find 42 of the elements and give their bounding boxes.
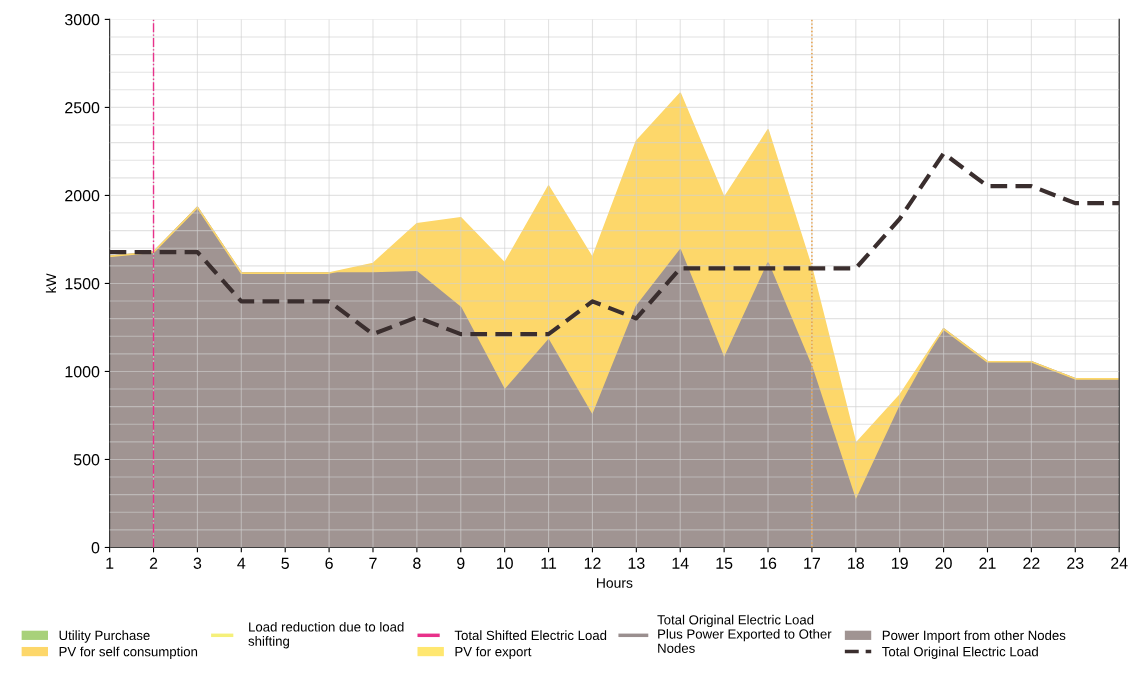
y-tick-label: 0 (91, 542, 100, 554)
y-tick-label: 500 (73, 454, 100, 466)
x-tick-label: 19 (892, 557, 908, 569)
x-tick-label: 3 (193, 557, 202, 569)
legend-label: PV for export (455, 646, 532, 659)
x-tick-label: 10 (497, 557, 513, 569)
y-tick-label: 2000 (65, 190, 100, 202)
x-tick-label: 20 (935, 557, 952, 569)
legend-label: PV for self consumption (59, 646, 198, 659)
x-tick-label: 17 (804, 557, 820, 569)
y-tick-label: 1500 (65, 278, 100, 290)
x-tick-label: 9 (457, 557, 465, 569)
x-tick-label: 21 (979, 557, 996, 569)
x-tick-label: 13 (628, 557, 645, 569)
y-tick-label: 3000 (64, 14, 100, 26)
y-tick-label: 1000 (65, 366, 100, 378)
x-tick-label: 2 (149, 557, 158, 569)
x-tick-label: 14 (672, 557, 689, 569)
x-tick-label: 16 (760, 557, 777, 569)
x-tick-label: 18 (848, 557, 864, 569)
legend-label: Total Shifted Electric Load (454, 630, 607, 641)
legend-label: Utility Purchase (59, 630, 150, 643)
x-tick-label: 12 (584, 557, 601, 569)
x-tick-label: 5 (281, 557, 289, 569)
x-tick-label: 7 (369, 557, 377, 569)
x-tick-label: 11 (541, 557, 557, 569)
y-axis-title: kW (45, 273, 56, 293)
line-series (109, 151, 1120, 337)
x-tick-label: 22 (1023, 557, 1040, 569)
x-tick-label: 15 (716, 557, 733, 569)
legend-label: Load reduction due to load shifting (248, 621, 404, 649)
y-tick-label: 2500 (65, 102, 100, 114)
x-axis-title: Hours (597, 578, 633, 588)
legend-label: Total Original Electric Load (882, 646, 1038, 659)
x-tick-label: 1 (106, 557, 114, 569)
x-tick-label: 4 (237, 557, 246, 569)
legend-label: Power Import from other Nodes (882, 630, 1066, 643)
x-tick-label: 23 (1067, 557, 1084, 569)
legend-label: Total Original Electric Load Plus Power Exported to Other Nodes (657, 614, 832, 653)
x-tick-label: 8 (413, 557, 421, 569)
x-tick-label: 6 (325, 557, 333, 569)
x-tick-label: 24 (1111, 557, 1128, 569)
